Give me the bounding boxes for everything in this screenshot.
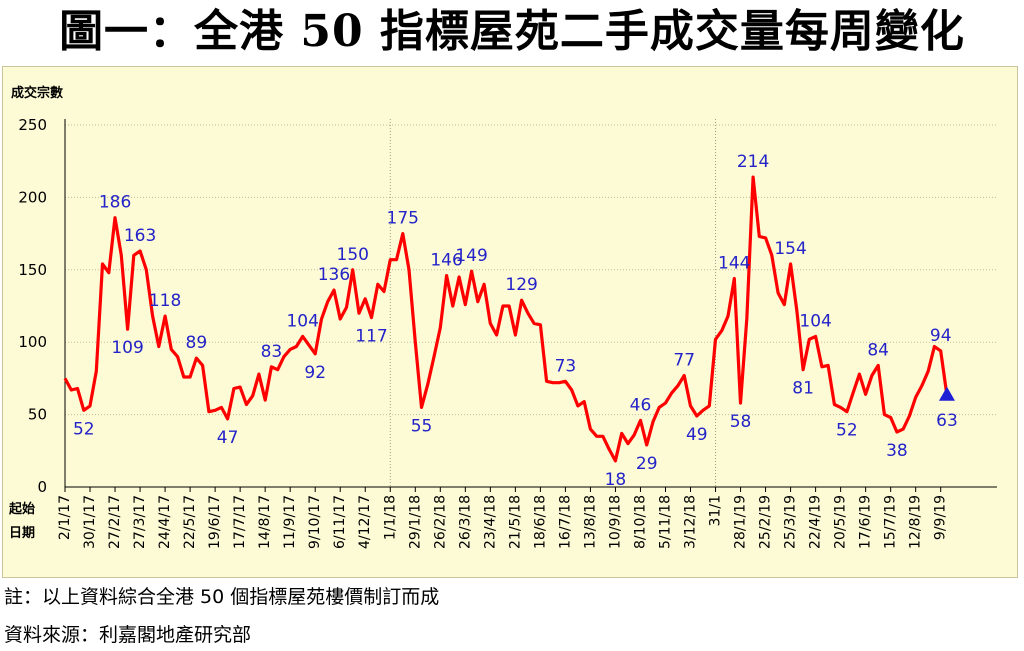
x-tick-label: 18/6/18 <box>532 495 548 549</box>
y-tick-label: 250 <box>18 116 47 134</box>
data-label: 92 <box>304 363 326 383</box>
y-axis-title: 成交宗數 <box>11 85 63 101</box>
x-axis-title: 日期 <box>9 526 35 541</box>
y-tick-label: 150 <box>18 261 47 279</box>
x-tick-label: 6/11/17 <box>332 495 348 549</box>
data-label: 46 <box>630 395 652 415</box>
x-tick-label: 25/2/19 <box>758 495 774 549</box>
x-tick-label: 29/1/18 <box>407 495 423 549</box>
data-label: 214 <box>737 152 769 172</box>
x-tick-label: 1/1/18 <box>382 495 398 540</box>
chart-panel: 成交宗數 0 50 100 150 200 250 2/1/17 30/1/17 27/2/17 2… <box>2 66 1018 578</box>
data-label: 154 <box>774 239 806 259</box>
x-tick-label: 22/4/19 <box>808 495 824 549</box>
x-tick-label: 20/5/19 <box>833 495 849 549</box>
data-label: 18 <box>605 470 627 490</box>
data-label: 109 <box>111 338 143 358</box>
x-tick-label: 15/7/19 <box>883 495 899 549</box>
x-tick-label: 4/12/17 <box>357 495 373 549</box>
x-tick-label: 25/3/19 <box>783 495 799 549</box>
x-tick-label: 22/5/17 <box>182 495 198 549</box>
x-axis-title: 起始 <box>8 501 35 517</box>
x-tick-label: 31/1 <box>708 495 724 526</box>
x-tick-label: 28/1/19 <box>733 495 749 549</box>
x-tick-label: 12/8/19 <box>908 495 924 549</box>
data-label: 186 <box>99 193 131 213</box>
x-tick-label: 23/4/18 <box>482 495 498 549</box>
x-tick-label: 21/5/18 <box>507 495 523 549</box>
data-label: 146 <box>430 251 462 271</box>
data-label: 84 <box>867 340 889 360</box>
data-label: 104 <box>286 311 318 331</box>
data-label: 63 <box>936 411 958 431</box>
x-tick-label: 9/9/19 <box>933 495 949 540</box>
data-label: 52 <box>836 421 858 441</box>
y-tick-label: 50 <box>28 406 47 424</box>
x-tick-label: 27/2/17 <box>107 495 123 549</box>
x-tick-label: 27/3/17 <box>132 495 148 549</box>
x-tick-label: 11/9/17 <box>282 495 298 549</box>
data-label: 150 <box>337 245 369 265</box>
data-label: 136 <box>318 265 350 285</box>
x-tick-label: 17/7/17 <box>232 495 248 549</box>
x-tick-label: 5/11/18 <box>657 495 673 549</box>
data-label: 175 <box>387 209 419 229</box>
y-tick-label: 100 <box>18 333 47 351</box>
x-tick-label: 26/3/18 <box>457 495 473 549</box>
data-label: 73 <box>555 356 577 376</box>
data-label: 89 <box>186 333 208 353</box>
data-label: 149 <box>455 246 487 266</box>
data-label: 52 <box>73 419 95 439</box>
series-line <box>63 175 949 463</box>
x-tick-label: 10/9/18 <box>607 495 623 549</box>
data-label: 117 <box>355 327 387 347</box>
y-tick-label: 0 <box>37 478 47 496</box>
data-label: 83 <box>261 342 283 362</box>
data-label: 55 <box>411 416 433 436</box>
x-tick-label: 9/10/17 <box>307 495 323 549</box>
data-label: 144 <box>718 253 750 273</box>
data-label: 94 <box>930 326 952 346</box>
data-label: 118 <box>149 291 181 311</box>
x-tick-label: 17/6/19 <box>858 495 874 549</box>
data-label: 29 <box>636 454 658 474</box>
x-tick-label: 2/1/17 <box>57 495 73 540</box>
y-tick-label: 200 <box>18 188 47 206</box>
x-tick-label: 3/12/18 <box>683 495 699 549</box>
data-label: 58 <box>730 412 752 432</box>
data-label: 38 <box>886 441 908 461</box>
x-tick-label: 24/4/17 <box>157 495 173 549</box>
data-label: 49 <box>686 425 708 445</box>
x-tick-label: 16/7/18 <box>557 495 573 549</box>
data-label: 47 <box>217 428 239 448</box>
footnote: 註：以上資料綜合全港 50 個指標屋苑樓價制訂而成 <box>4 586 440 608</box>
x-tick-label: 26/2/18 <box>432 495 448 549</box>
data-label: 129 <box>505 275 537 295</box>
chart-title: 圖一：全港 50 指標屋苑二手成交量每周變化 <box>59 6 965 57</box>
x-tick-label: 19/6/17 <box>207 495 223 549</box>
data-label: 163 <box>124 226 156 246</box>
source-note: 資料來源：利嘉閣地產研究部 <box>4 624 252 646</box>
data-label: 81 <box>792 379 814 399</box>
data-label: 77 <box>673 351 695 371</box>
x-tick-label: 30/1/17 <box>82 495 98 549</box>
x-tick-label: 8/10/18 <box>632 495 648 549</box>
line-chart: 成交宗數 0 50 100 150 200 250 2/1/17 30/1/17 27/2/17 2… <box>8 85 997 549</box>
data-label: 104 <box>799 311 831 331</box>
x-tick-label: 13/8/18 <box>582 495 598 549</box>
last-point-marker <box>938 386 955 401</box>
x-tick-label: 14/8/17 <box>257 495 273 549</box>
